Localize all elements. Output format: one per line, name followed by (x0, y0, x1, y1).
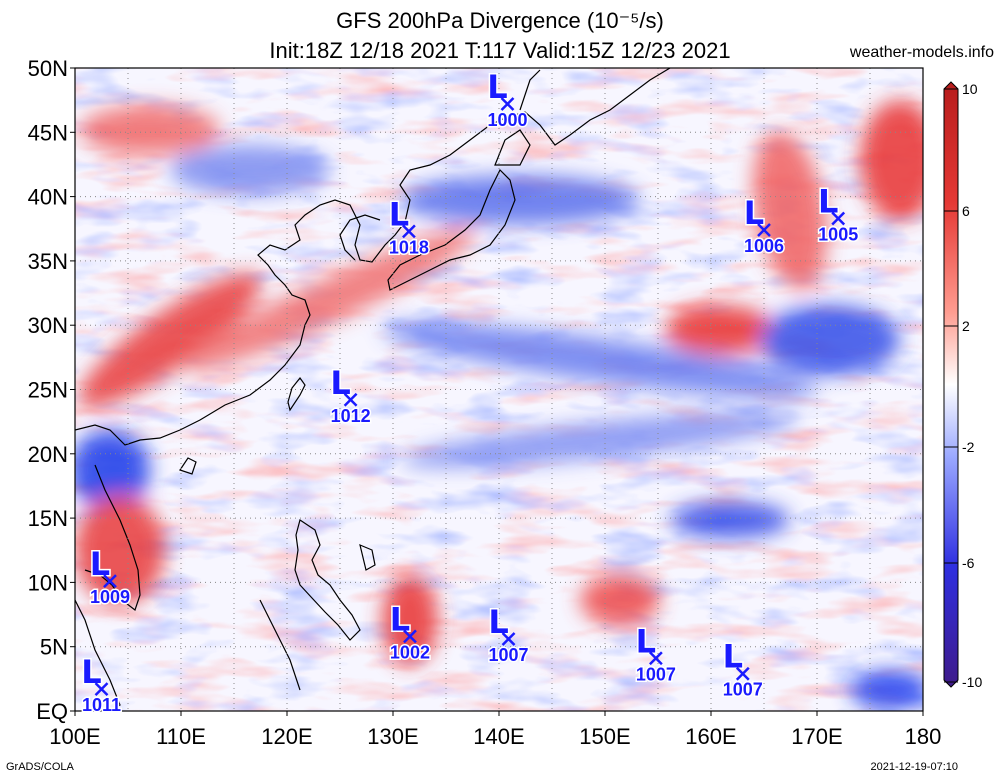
generation-timestamp: 2021-12-19-07:10 (870, 761, 958, 773)
low-pressure-value: 1000 (487, 110, 527, 130)
lat-tick-label: 50N (28, 56, 68, 81)
low-symbol: L (636, 622, 656, 660)
lon-tick-label: 160E (685, 724, 736, 749)
low-center: L 1018 (387, 194, 430, 259)
low-center-x-marker (757, 223, 771, 237)
colorbar-label: -6 (962, 555, 975, 571)
low-center: L 1000 (486, 67, 529, 132)
low-symbol: L (818, 182, 838, 220)
low-center: L 1012 (329, 362, 372, 427)
low-center-x-marker (402, 224, 416, 239)
low-center: L 1009 (88, 544, 131, 609)
low-pressure-value: 1007 (489, 645, 529, 665)
low-pressure-markers: L 1000 L 1018 L 1006 L 1005 L 1012 L 1009 L 1002 L 1007… (80, 67, 860, 717)
map-subtitle: Init:18Z 12/18 2021 T:117 Valid:15Z 12/2… (269, 38, 731, 63)
low-center-x-marker (343, 392, 358, 407)
low-symbol: L (389, 195, 409, 233)
colorbar-label: 6 (962, 203, 970, 219)
latitude-axis: EQ 5N 10N 15N 20N 25N 30N 35N 40N 45N 50N (28, 56, 75, 724)
low-symbol: L (390, 600, 410, 638)
low-center: L 1007 (487, 601, 530, 666)
low-center-x-marker (94, 682, 109, 697)
low-pressure-value: 1018 (389, 237, 429, 257)
low-symbol: L (81, 653, 101, 691)
low-pressure-value: 1012 (331, 406, 371, 426)
map-title: GFS 200hPa Divergence (10⁻⁵/s) (336, 8, 664, 33)
low-center: L 1007 (634, 621, 677, 686)
low-symbol: L (488, 603, 508, 641)
lat-tick-label: 20N (28, 442, 68, 467)
lon-tick-label: 100E (49, 724, 100, 749)
colorbar-label: 2 (962, 318, 970, 334)
low-center-x-marker (831, 211, 846, 226)
low-center-x-marker (735, 666, 750, 681)
lat-tick-label: 15N (28, 506, 68, 531)
low-center: L 1007 (721, 636, 764, 701)
low-pressure-value: 1011 (82, 695, 121, 715)
lat-tick-label: 40N (28, 185, 68, 210)
low-symbol: L (90, 545, 110, 583)
colorbar-label: -2 (962, 439, 975, 455)
lat-tick-label: EQ (36, 699, 68, 724)
lat-tick-label: 10N (28, 570, 68, 595)
low-center: L 1011 (80, 652, 123, 717)
colorbar: 10 6 2 -2 -6 -10 (943, 81, 982, 690)
lat-tick-label: 45N (28, 120, 68, 145)
low-symbol: L (723, 638, 743, 676)
low-center-x-marker (103, 574, 117, 588)
low-center: L 1002 (388, 599, 431, 664)
low-center-x-marker (501, 632, 516, 646)
low-center: L 1005 (817, 181, 860, 246)
low-pressure-value: 1006 (744, 236, 784, 256)
low-symbol: L (330, 364, 350, 402)
low-pressure-value: 1005 (818, 224, 858, 244)
lon-tick-label: 150E (579, 724, 630, 749)
low-pressure-value: 1009 (90, 587, 130, 607)
lon-tick-label: 120E (261, 724, 312, 749)
low-center-x-marker (500, 97, 515, 111)
low-center-x-marker (648, 651, 663, 666)
coastlines (75, 68, 671, 711)
lat-tick-label: 30N (28, 313, 68, 338)
source-site: weather-models.info (849, 44, 994, 61)
colorbar-label: -10 (962, 674, 982, 690)
low-pressure-value: 1002 (390, 642, 430, 662)
lon-tick-label: 170E (791, 724, 842, 749)
lat-tick-label: 5N (40, 635, 68, 660)
longitude-axis: 100E 110E 120E 130E 140E 150E 160E 170E 180 (49, 711, 941, 749)
lon-tick-label: 180 (905, 724, 942, 749)
low-pressure-value: 1007 (723, 680, 763, 700)
software-credit: GrADS/COLA (6, 761, 74, 773)
low-center: L 1006 (742, 193, 785, 258)
lon-tick-label: 110E (156, 724, 206, 749)
lon-tick-label: 140E (473, 724, 524, 749)
low-pressure-value: 1007 (636, 664, 676, 684)
lon-tick-label: 130E (367, 724, 418, 749)
low-center-x-marker (403, 629, 417, 644)
lat-tick-label: 35N (28, 249, 68, 274)
colorbar-label: 10 (962, 81, 978, 97)
graticule (75, 68, 923, 711)
low-symbol: L (744, 194, 764, 232)
low-symbol: L (487, 68, 507, 106)
lat-tick-label: 25N (28, 378, 68, 403)
